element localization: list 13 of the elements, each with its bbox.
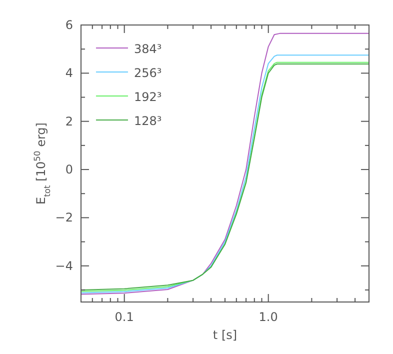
- y-tick-label: 2: [65, 114, 73, 128]
- y-tick-label: 0: [65, 162, 73, 177]
- y-tick-label: −2: [55, 210, 73, 225]
- y-tick-label: −4: [55, 258, 73, 273]
- legend-label: 256³: [134, 66, 162, 80]
- y-tick-label: 6: [65, 18, 73, 32]
- x-tick-label: 1.0: [258, 310, 278, 324]
- x-axis-title: t [s]: [212, 328, 238, 342]
- y-tick-label: 4: [65, 66, 73, 80]
- legend-label: 128³: [134, 114, 162, 128]
- x-tick-label: 0.1: [114, 310, 134, 324]
- legend-label: 384³: [134, 42, 162, 56]
- legend-label: 192³: [134, 90, 162, 104]
